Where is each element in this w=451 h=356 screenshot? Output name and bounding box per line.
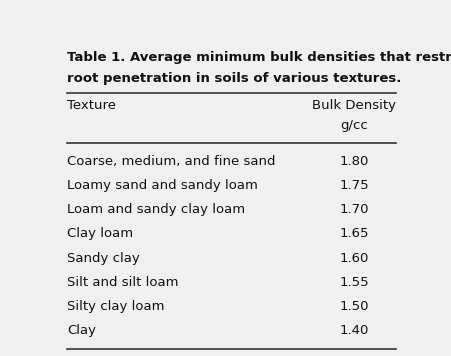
Text: Clay: Clay (67, 324, 96, 337)
Text: 1.60: 1.60 (339, 252, 368, 265)
Text: Loam and sandy clay loam: Loam and sandy clay loam (67, 203, 244, 216)
Text: Silty clay loam: Silty clay loam (67, 300, 164, 313)
Text: root penetration in soils of various textures.: root penetration in soils of various tex… (67, 72, 400, 85)
Text: 1.55: 1.55 (339, 276, 368, 289)
Text: 1.65: 1.65 (339, 227, 368, 240)
Text: 1.80: 1.80 (339, 155, 368, 168)
Text: Silt and silt loam: Silt and silt loam (67, 276, 178, 289)
Text: 1.50: 1.50 (339, 300, 368, 313)
Text: Texture: Texture (67, 99, 116, 112)
Text: Sandy clay: Sandy clay (67, 252, 139, 265)
Text: Bulk Density: Bulk Density (312, 99, 396, 112)
Text: 1.70: 1.70 (339, 203, 368, 216)
Text: Loamy sand and sandy loam: Loamy sand and sandy loam (67, 179, 258, 192)
Text: g/cc: g/cc (340, 120, 367, 132)
Text: 1.75: 1.75 (339, 179, 368, 192)
Text: 1.40: 1.40 (339, 324, 368, 337)
Text: Table 1. Average minimum bulk densities that restrict: Table 1. Average minimum bulk densities … (67, 51, 451, 64)
Text: Coarse, medium, and fine sand: Coarse, medium, and fine sand (67, 155, 275, 168)
Text: Clay loam: Clay loam (67, 227, 133, 240)
